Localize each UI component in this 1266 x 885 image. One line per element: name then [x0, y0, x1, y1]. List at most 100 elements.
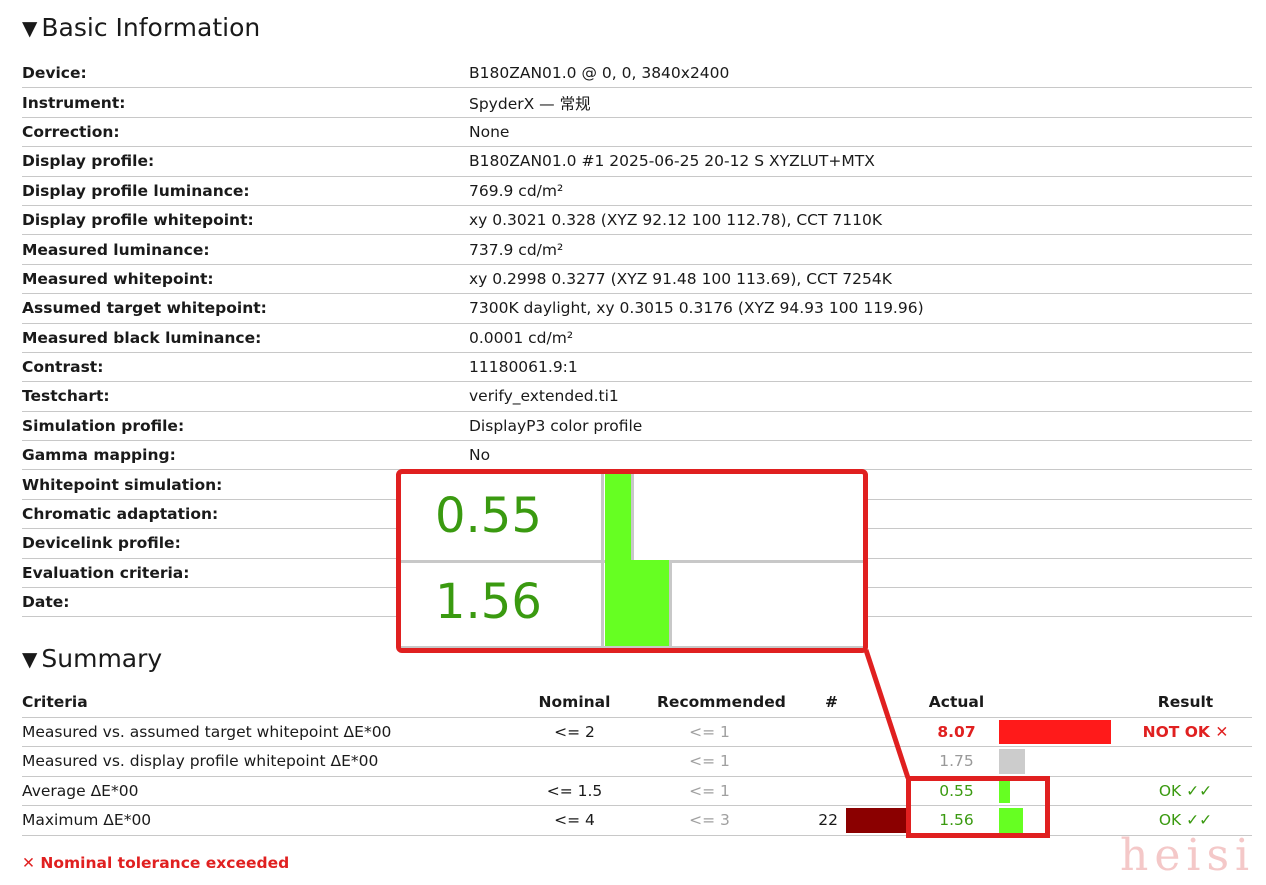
info-key: Measured luminance:	[22, 240, 210, 259]
header-hash-bar-spacer	[842, 688, 914, 717]
info-key: Display profile luminance:	[22, 181, 250, 200]
basic-information-title: Basic Information	[41, 13, 261, 42]
info-row: Display profile: B180ZAN01.0 #1 2025-06-2…	[22, 147, 1252, 177]
header-result: Result	[1157, 693, 1214, 712]
recommended-cell: <= 1	[689, 752, 730, 771]
zoom-bar	[605, 560, 669, 646]
summary-row: Maximum ΔE*00 <= 4 <= 3 22 1.56 OK ✓✓	[22, 806, 1252, 836]
info-row: Device: B180ZAN01.0 @ 0, 0, 3840x2400	[22, 59, 1252, 89]
summary-row: Measured vs. assumed target whitepoint Δ…	[22, 718, 1252, 747]
info-value: No	[469, 446, 491, 465]
hash-bar	[846, 808, 910, 833]
zoom-row: 0.55	[401, 474, 863, 563]
zoom-divider	[601, 474, 604, 560]
header-actual: Actual	[928, 693, 985, 712]
header-criteria: Criteria	[22, 693, 88, 712]
info-key: Devicelink profile:	[22, 534, 181, 553]
actual-bar	[999, 808, 1023, 833]
info-key: Chromatic adaptation:	[22, 505, 219, 524]
header-recommended: Recommended	[657, 693, 786, 712]
zoom-value: 1.56	[435, 574, 542, 630]
actual-cell: 1.56	[939, 811, 974, 830]
info-value: B180ZAN01.0 @ 0, 0, 3840x2400	[469, 64, 730, 83]
zoom-callout: 0.55 1.56	[396, 469, 868, 653]
zoom-value: 0.55	[435, 488, 542, 544]
info-key: Simulation profile:	[22, 416, 185, 435]
nominal-cell: <= 2	[554, 722, 595, 741]
info-row: Measured black luminance: 0.0001 cd/m²	[22, 324, 1252, 353]
collapse-triangle-icon: ▼	[22, 15, 38, 40]
info-value: verify_extended.ti1	[469, 387, 619, 406]
info-key: Whitepoint simulation:	[22, 475, 223, 494]
criteria-cell: Measured vs. assumed target whitepoint Δ…	[22, 722, 392, 741]
info-row: Correction: None	[22, 118, 1252, 148]
info-key: Display profile:	[22, 152, 155, 171]
info-key: Assumed target whitepoint:	[22, 299, 267, 318]
zoom-bar-edge	[631, 474, 634, 560]
info-key: Date:	[22, 593, 70, 612]
collapse-triangle-icon: ▼	[22, 646, 38, 671]
info-row: Assumed target whitepoint: 7300K daylight…	[22, 294, 1252, 324]
criteria-cell: Average ΔE*00	[22, 781, 139, 800]
actual-bar-cell	[999, 747, 1119, 776]
info-key: Measured whitepoint:	[22, 269, 214, 288]
info-value: SpyderX — 常规	[469, 94, 591, 113]
actual-bar	[999, 749, 1026, 774]
actual-bar	[999, 778, 1010, 803]
info-key: Display profile whitepoint:	[22, 211, 254, 230]
zoom-bar	[605, 474, 631, 560]
info-key: Gamma mapping:	[22, 446, 176, 465]
info-row: Measured luminance: 737.9 cd/m²	[22, 235, 1252, 265]
info-value: xy 0.2998 0.3277 (XYZ 91.48 100 113.69),…	[469, 269, 892, 288]
basic-information-heading[interactable]: ▼ Basic Information	[22, 13, 260, 42]
info-value: B180ZAN01.0 #1 2025-06-25 20-12 S XYZLUT…	[469, 152, 875, 171]
info-key: Instrument:	[22, 93, 126, 112]
info-value: 0.0001 cd/m²	[469, 328, 574, 347]
info-value: 769.9 cd/m²	[469, 181, 564, 200]
criteria-cell: Maximum ΔE*00	[22, 811, 152, 830]
actual-cell: 8.07	[937, 722, 976, 741]
recommended-cell: <= 1	[689, 722, 730, 741]
hash-cell: 22	[818, 811, 838, 830]
criteria-cell: Measured vs. display profile whitepoint …	[22, 752, 379, 771]
info-row: Gamma mapping: No	[22, 441, 1252, 471]
actual-bar	[999, 719, 1111, 744]
recommended-cell: <= 1	[689, 781, 730, 800]
hash-bar-cell	[842, 747, 914, 776]
nominal-cell: <= 4	[554, 811, 595, 830]
info-key: Testchart:	[22, 387, 110, 406]
actual-bar-cell	[999, 777, 1119, 806]
recommended-cell: <= 3	[689, 811, 730, 830]
info-row: Testchart: verify_extended.ti1	[22, 382, 1252, 412]
info-row: Simulation profile: DisplayP3 color profi…	[22, 412, 1252, 442]
summary-table: Criteria Nominal Recommended # Actual Re…	[22, 688, 1252, 836]
hash-bar-cell	[842, 718, 914, 747]
info-row: Display profile whitepoint: xy 0.3021 0.3…	[22, 206, 1252, 236]
info-value: 737.9 cd/m²	[469, 240, 564, 259]
info-value: DisplayP3 color profile	[469, 416, 643, 435]
summary-row: Measured vs. display profile whitepoint …	[22, 747, 1252, 777]
hash-bar-cell	[842, 806, 914, 835]
zoom-bar-edge	[669, 560, 672, 646]
info-row: Display profile luminance: 769.9 cd/m²	[22, 177, 1252, 206]
info-row: Contrast: 11180061.9:1	[22, 353, 1252, 383]
nominal-cell: <= 1.5	[546, 781, 603, 800]
summary-title: Summary	[41, 644, 163, 673]
tolerance-footnote: ✕ Nominal tolerance exceeded	[22, 854, 290, 872]
info-value: 7300K daylight, xy 0.3015 0.3176 (XYZ 94…	[469, 299, 924, 318]
header-hash: #	[825, 693, 838, 712]
summary-header-row: Criteria Nominal Recommended # Actual Re…	[22, 688, 1252, 718]
summary-heading[interactable]: ▼ Summary	[22, 644, 162, 673]
info-value: xy 0.3021 0.328 (XYZ 92.12 100 112.78), …	[469, 211, 883, 230]
actual-cell: 0.55	[939, 781, 974, 800]
info-row: Instrument: SpyderX — 常规	[22, 88, 1252, 118]
info-value: 11180061.9:1	[469, 358, 578, 377]
info-key: Measured black luminance:	[22, 328, 262, 347]
zoom-row: 1.56	[401, 560, 863, 648]
summary-row: Average ΔE*00 <= 1.5 <= 1 0.55 OK ✓✓	[22, 777, 1252, 806]
basic-information-table: Device: B180ZAN01.0 @ 0, 0, 3840x2400 Ins…	[22, 59, 1252, 618]
info-row: Measured whitepoint: xy 0.2998 0.3277 (XY…	[22, 265, 1252, 295]
info-value: None	[469, 122, 510, 141]
info-key: Device:	[22, 64, 87, 83]
result-cell: OK ✓✓	[1158, 781, 1213, 800]
